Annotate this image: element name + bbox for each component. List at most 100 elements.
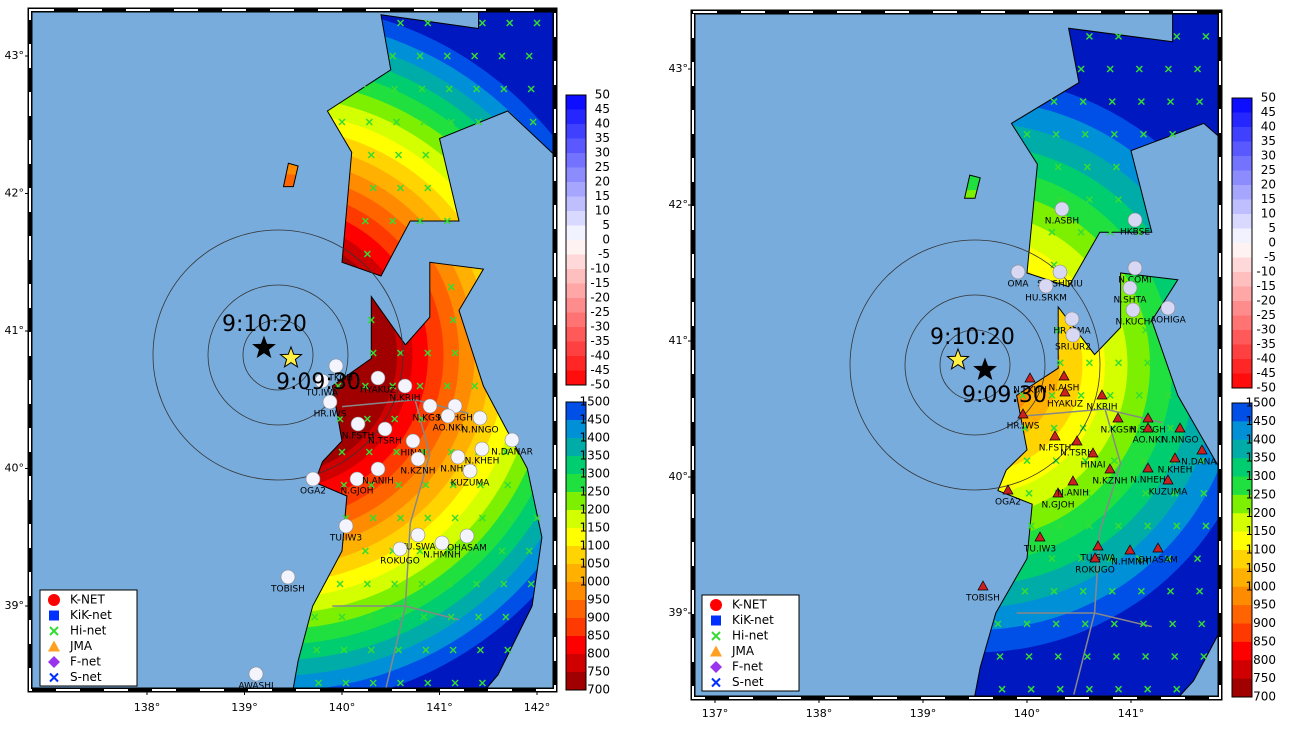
colorbar-cell (566, 356, 586, 371)
hinet-marker (389, 382, 397, 390)
lat-tick-label: 40° (5, 462, 25, 475)
colorbar-cell (1232, 568, 1252, 588)
hinet-marker (506, 514, 514, 522)
colorbar-label: -10 (590, 262, 610, 276)
hinet-marker (393, 448, 401, 456)
station-label: TU.IW3 (329, 534, 362, 544)
colorbar-cell (1232, 141, 1252, 157)
hinet-marker (1052, 130, 1060, 138)
colorbar-label: -25 (590, 305, 610, 319)
hinet-marker (1056, 685, 1064, 693)
colorbar-cell (1232, 344, 1252, 360)
hinet-marker (365, 613, 373, 621)
station-label: N.FKUH (1013, 386, 1047, 396)
hinet-marker (1048, 555, 1056, 563)
hinet-marker (367, 316, 375, 324)
hinet-marker (1110, 457, 1118, 465)
colorbar-cell (1232, 586, 1252, 606)
hinet-marker (395, 646, 403, 654)
colorbar-label: 950 (1253, 598, 1276, 612)
hinet-marker (1171, 652, 1179, 661)
colorbar-label: -50 (1256, 381, 1276, 395)
station-label: HINAI (401, 449, 426, 459)
hinet-marker (529, 118, 537, 126)
colorbar-cell (1232, 513, 1252, 533)
hinet-marker (1135, 555, 1143, 563)
colorbar-label: 30 (1261, 149, 1276, 163)
hinet-marker (1023, 130, 1031, 138)
colorbar-label: 1200 (579, 503, 610, 517)
station-marker (1124, 544, 1136, 555)
lon-tick-label: 141° (426, 701, 453, 714)
hinet-marker (478, 19, 486, 27)
hinet-marker (1169, 130, 1177, 138)
range-ring (207, 284, 349, 426)
station-label: N.SHTA (1113, 296, 1147, 306)
station-label: TU.IW3 (1023, 545, 1056, 555)
hinet-marker (478, 514, 486, 522)
colorbar-label: -50 (590, 378, 610, 392)
colorbar-label: 15 (595, 189, 610, 203)
hinet-marker (1078, 719, 1084, 725)
colorbar-label: 45 (1261, 105, 1276, 119)
colorbar-cell (566, 109, 586, 125)
hinet-marker (476, 481, 484, 489)
colorbar-label: 1000 (579, 575, 610, 589)
hinet-marker (498, 547, 506, 555)
map-frame-dash (692, 11, 1221, 699)
hinet-marker (1079, 587, 1087, 595)
colorbar-cell (566, 474, 586, 493)
hinet-marker (443, 382, 451, 390)
colorbar-label: 750 (1253, 671, 1276, 685)
station-marker (1059, 386, 1071, 397)
colorbar-label: 1350 (1245, 451, 1276, 465)
colorbar-cell (1232, 98, 1252, 113)
hinet-marker (418, 85, 426, 93)
hinet-marker (991, 719, 997, 725)
hinet-marker (1166, 587, 1175, 595)
hinet-marker (363, 250, 371, 258)
station-marker (1034, 531, 1046, 542)
colorbar-cell (566, 95, 586, 110)
hinet-marker (422, 481, 430, 489)
colorbar-cell (1232, 170, 1252, 186)
hinet-marker (1142, 489, 1150, 497)
station-marker (1064, 311, 1080, 327)
hinet-marker (527, 580, 535, 588)
colorbar-cell (1232, 605, 1252, 624)
colorbar-cell (566, 196, 586, 212)
station-label: N.KZNH (400, 467, 435, 477)
hinet-marker (1023, 457, 1031, 465)
hinet-marker (1054, 326, 1062, 334)
legend-symbol (48, 594, 60, 606)
hinet-marker (1050, 587, 1058, 595)
colorbar-label: 800 (1253, 653, 1276, 667)
hinet-marker (424, 679, 432, 687)
legend-label: JMA (731, 644, 755, 658)
colorbar-label: -20 (1256, 294, 1276, 308)
hinet-marker (391, 85, 399, 93)
colorbar-cell (1232, 421, 1252, 441)
legend-label: F-net (70, 655, 101, 669)
station-marker (462, 463, 478, 479)
station-marker (377, 421, 393, 437)
hinet-marker (369, 514, 377, 522)
hinet-marker (557, 119, 563, 125)
legend-box (701, 594, 800, 692)
hinet-marker (1106, 391, 1114, 399)
hinet-marker (1173, 685, 1181, 693)
hinet-marker (1135, 228, 1143, 236)
hinet-marker (1027, 685, 1035, 693)
colorbar-label: 35 (1261, 134, 1276, 148)
hinet-marker (451, 514, 459, 522)
lon-tick-label: 139° (231, 701, 258, 714)
hinet-marker (1201, 1, 1207, 7)
hinet-marker (447, 613, 455, 621)
lat-tick-label: 39° (669, 606, 689, 619)
hinet-marker (1085, 196, 1093, 204)
hinet-marker (1172, 1, 1178, 7)
colorbar-frame (565, 401, 587, 691)
hinet-marker (1166, 98, 1175, 106)
hinet-marker (1079, 98, 1087, 106)
station-label: N.KZNH (1092, 477, 1127, 487)
